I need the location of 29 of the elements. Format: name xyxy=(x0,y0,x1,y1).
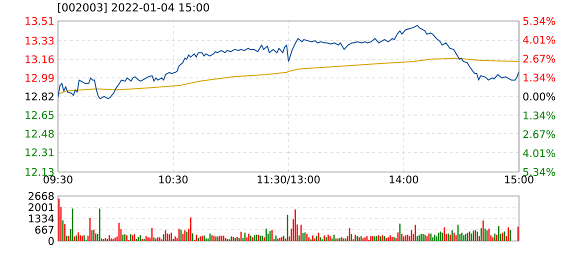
x-tick-label: 10:30 xyxy=(159,176,188,184)
y-tick-label: 12.13 xyxy=(26,168,54,176)
y-tick-label: 667 xyxy=(35,226,54,234)
text: 5.34% xyxy=(523,168,556,176)
y-tick-label: 12.99 xyxy=(26,74,54,82)
text: 4.01% xyxy=(523,149,556,158)
text: 1.34% xyxy=(524,111,556,120)
x-tick-label: 14:00 xyxy=(390,176,418,184)
x-tick-label: 15:00 xyxy=(505,176,534,184)
y-tick-label: 2001 xyxy=(28,203,54,212)
chart-title: [002003] 2022-01-04 15:00 xyxy=(58,3,210,13)
y-tick-label: 0 xyxy=(48,237,54,245)
x-tick-label: 09:30 xyxy=(44,176,72,184)
y-tick-label: 12.65 xyxy=(26,111,54,120)
y-tick-label: 12.82 xyxy=(26,92,54,100)
text: 4.01% xyxy=(523,36,556,44)
text: 1.34% xyxy=(524,74,556,82)
y-tick-label: 13.51 xyxy=(26,17,54,25)
y-tick-label: 2668 xyxy=(28,192,54,200)
y-tick-label: 13.16 xyxy=(26,55,54,64)
text: 2.67% xyxy=(523,54,556,63)
y-tick-label: 1334 xyxy=(29,214,54,222)
text: 2.67% xyxy=(523,130,556,138)
x-tick-label: 11:30/13:00 xyxy=(258,176,320,184)
text: 5.34% xyxy=(523,17,556,25)
y-tick-label: 12.31 xyxy=(26,148,54,156)
text: 0.00% xyxy=(523,92,556,100)
y-tick-label: 13.33 xyxy=(26,36,54,45)
y-tick-label: 12.48 xyxy=(26,130,54,138)
